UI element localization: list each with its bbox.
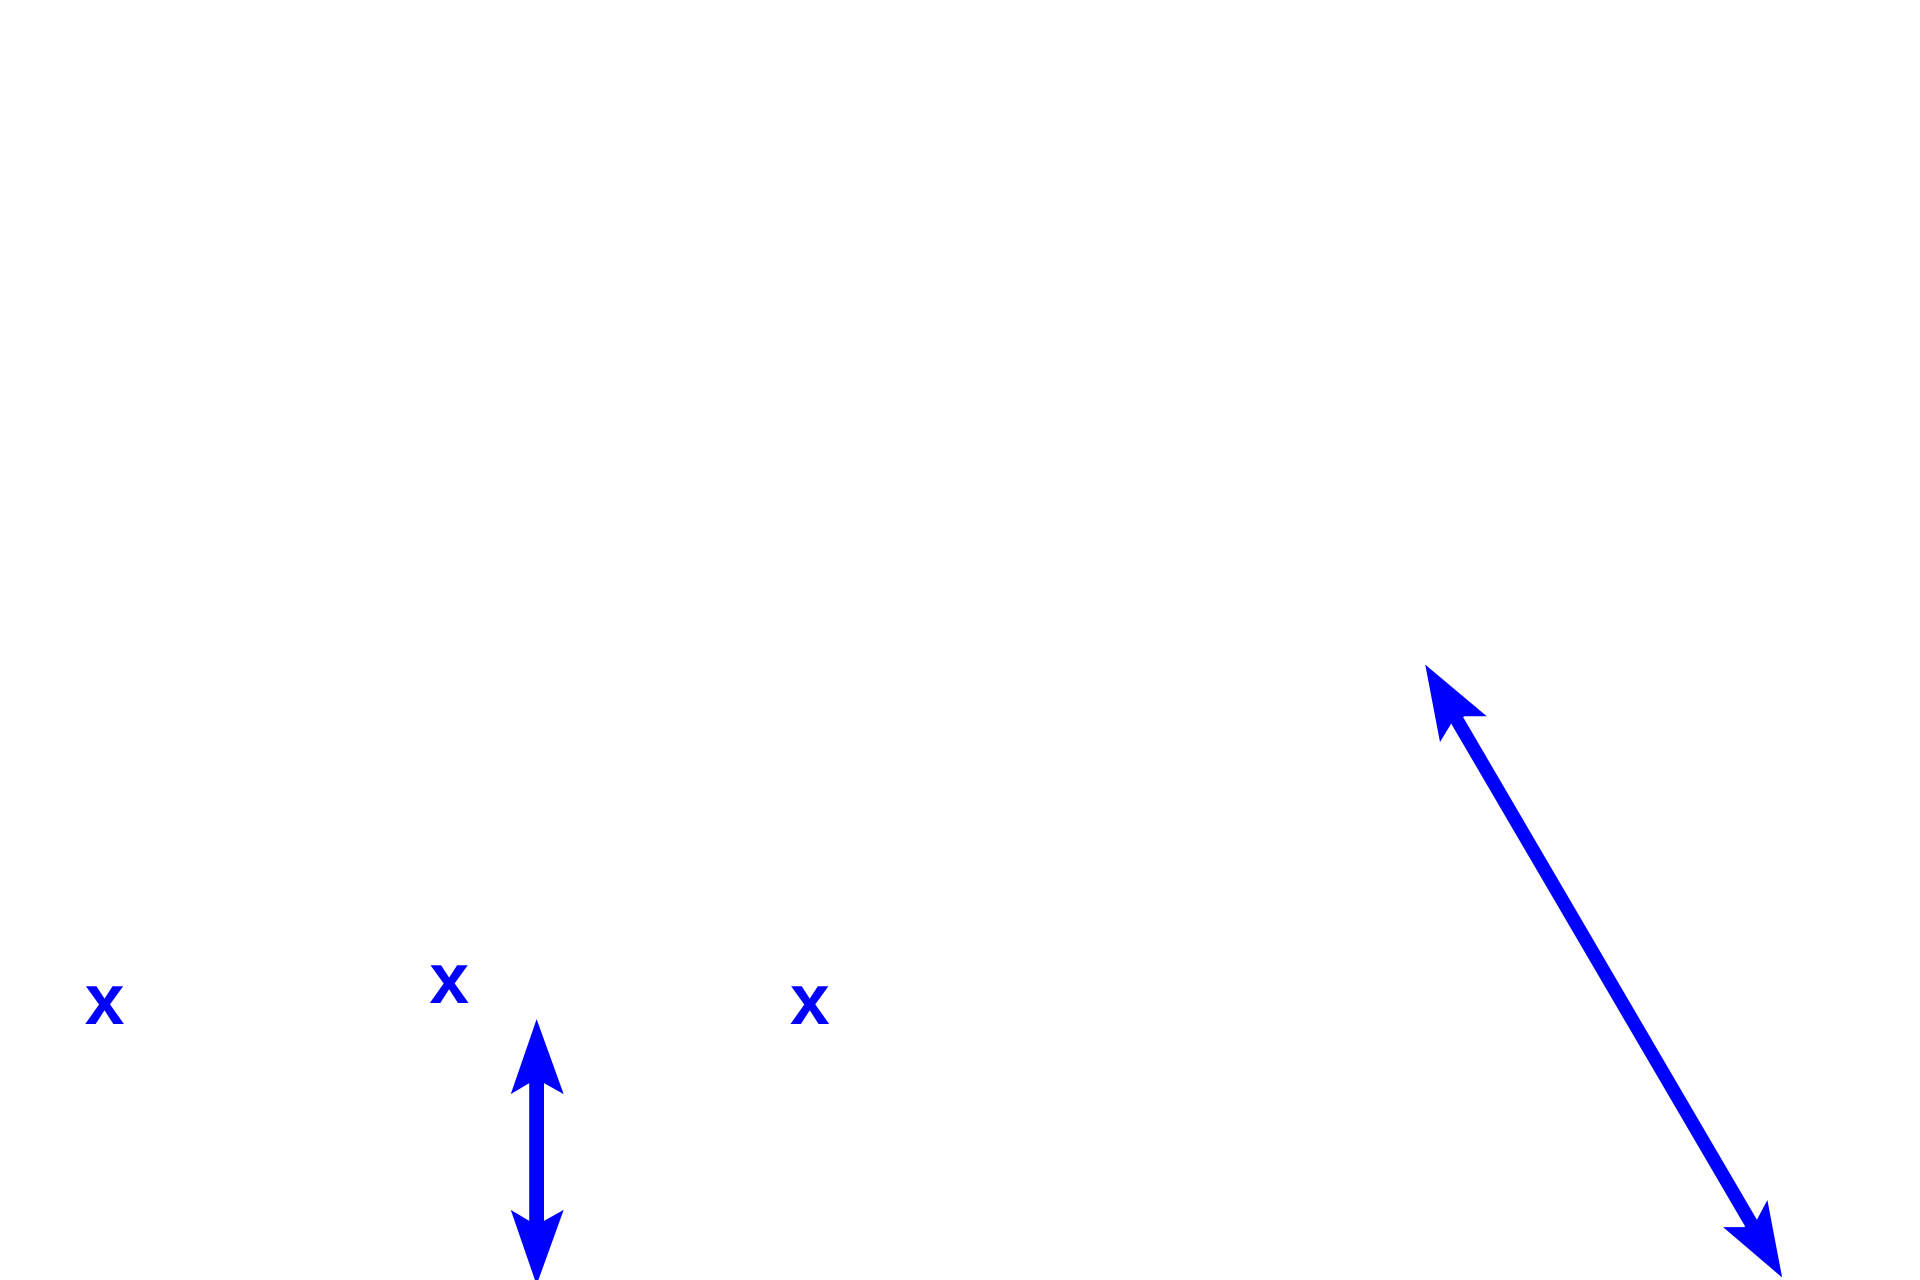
vertical-arrow-shaft [529,1076,544,1225]
diagonal-arrow-head-bottom [1723,1200,1783,1278]
vertical-arrow-head-bottom [510,1209,564,1280]
x-label-left: x [85,960,125,1040]
x-label-right: x [790,960,830,1040]
diagonal-arrow-shaft [1448,712,1759,1230]
vertical-arrow-head-top [510,1019,564,1095]
x-labels: x x x [85,939,830,1040]
diagonal-arrow-head-top [1425,664,1487,743]
x-label-middle: x [429,939,469,1019]
diagonal-double-arrow [1425,664,1783,1278]
vertical-double-arrow [510,1019,564,1280]
